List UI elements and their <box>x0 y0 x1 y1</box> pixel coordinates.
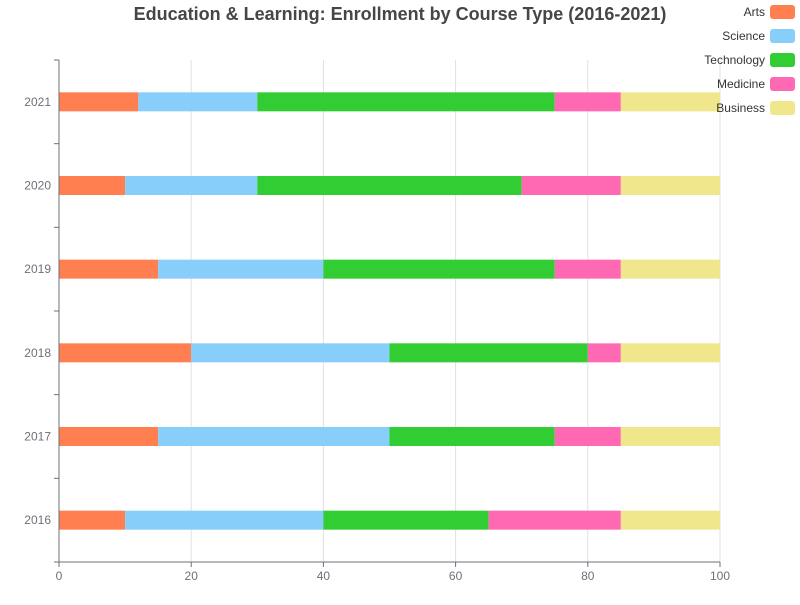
grid-lines <box>190 60 721 562</box>
x-tick-label: 100 <box>710 569 730 583</box>
legend-swatch <box>770 77 795 91</box>
bar-technology-2019 <box>323 259 555 279</box>
bar-medicine-2018 <box>587 343 621 363</box>
bar-medicine-2019 <box>554 259 621 279</box>
bar-technology-2021 <box>257 92 555 112</box>
bar-technology-2016 <box>323 510 489 530</box>
y-tick-label: 2021 <box>24 95 51 109</box>
legend-label: Science <box>722 29 765 43</box>
bar-science-2020 <box>125 176 258 195</box>
bar-science-2021 <box>138 92 258 112</box>
bar-technology-2020 <box>257 176 522 195</box>
x-tick-label: 80 <box>581 569 595 583</box>
y-tick-label: 2020 <box>24 179 51 193</box>
bar-technology-2018 <box>389 343 588 363</box>
legend: Arts Science Technology Medicine Business <box>704 5 795 115</box>
bar-arts-2018 <box>59 343 192 363</box>
legend-label: Arts <box>744 5 765 19</box>
bar-technology-2017 <box>389 427 555 446</box>
bar-medicine-2021 <box>554 92 621 112</box>
bar-business-2020 <box>620 176 720 195</box>
bar-medicine-2016 <box>488 510 621 530</box>
y-tick-label: 2016 <box>24 513 51 527</box>
legend-label: Business <box>716 101 765 115</box>
bar-science-2016 <box>125 510 324 530</box>
bar-science-2018 <box>191 343 390 363</box>
bar-arts-2020 <box>59 176 126 195</box>
x-tick-label: 40 <box>317 569 331 583</box>
x-tick-label: 60 <box>449 569 463 583</box>
legend-swatch <box>770 5 795 19</box>
bar-medicine-2020 <box>521 176 621 195</box>
legend-label: Technology <box>704 53 765 67</box>
bar-science-2017 <box>158 427 390 446</box>
y-tick-label: 2017 <box>24 430 51 444</box>
bar-arts-2021 <box>59 92 139 112</box>
axes: 0 20 40 60 80 100 2016 2017 2018 2019 2020 2021 <box>24 59 730 583</box>
bars <box>59 92 720 530</box>
y-tick-label: 2018 <box>24 346 51 360</box>
chart-title: Education & Learning: Enrollment by Cour… <box>133 4 667 24</box>
y-tick-label: 2019 <box>24 262 51 276</box>
bar-business-2017 <box>620 427 720 446</box>
bar-business-2019 <box>620 259 720 279</box>
bar-arts-2017 <box>59 427 159 446</box>
bar-arts-2016 <box>59 510 126 530</box>
legend-swatch <box>770 29 795 43</box>
legend-label: Medicine <box>717 77 765 91</box>
bar-business-2021 <box>620 92 720 112</box>
bar-medicine-2017 <box>554 427 621 446</box>
x-tick-label: 20 <box>185 569 199 583</box>
legend-swatch <box>770 101 795 115</box>
legend-swatch <box>770 53 795 67</box>
bar-arts-2019 <box>59 259 159 279</box>
bar-science-2019 <box>158 259 324 279</box>
bar-business-2018 <box>620 343 720 363</box>
x-tick-label: 0 <box>56 569 63 583</box>
bar-business-2016 <box>620 510 720 530</box>
